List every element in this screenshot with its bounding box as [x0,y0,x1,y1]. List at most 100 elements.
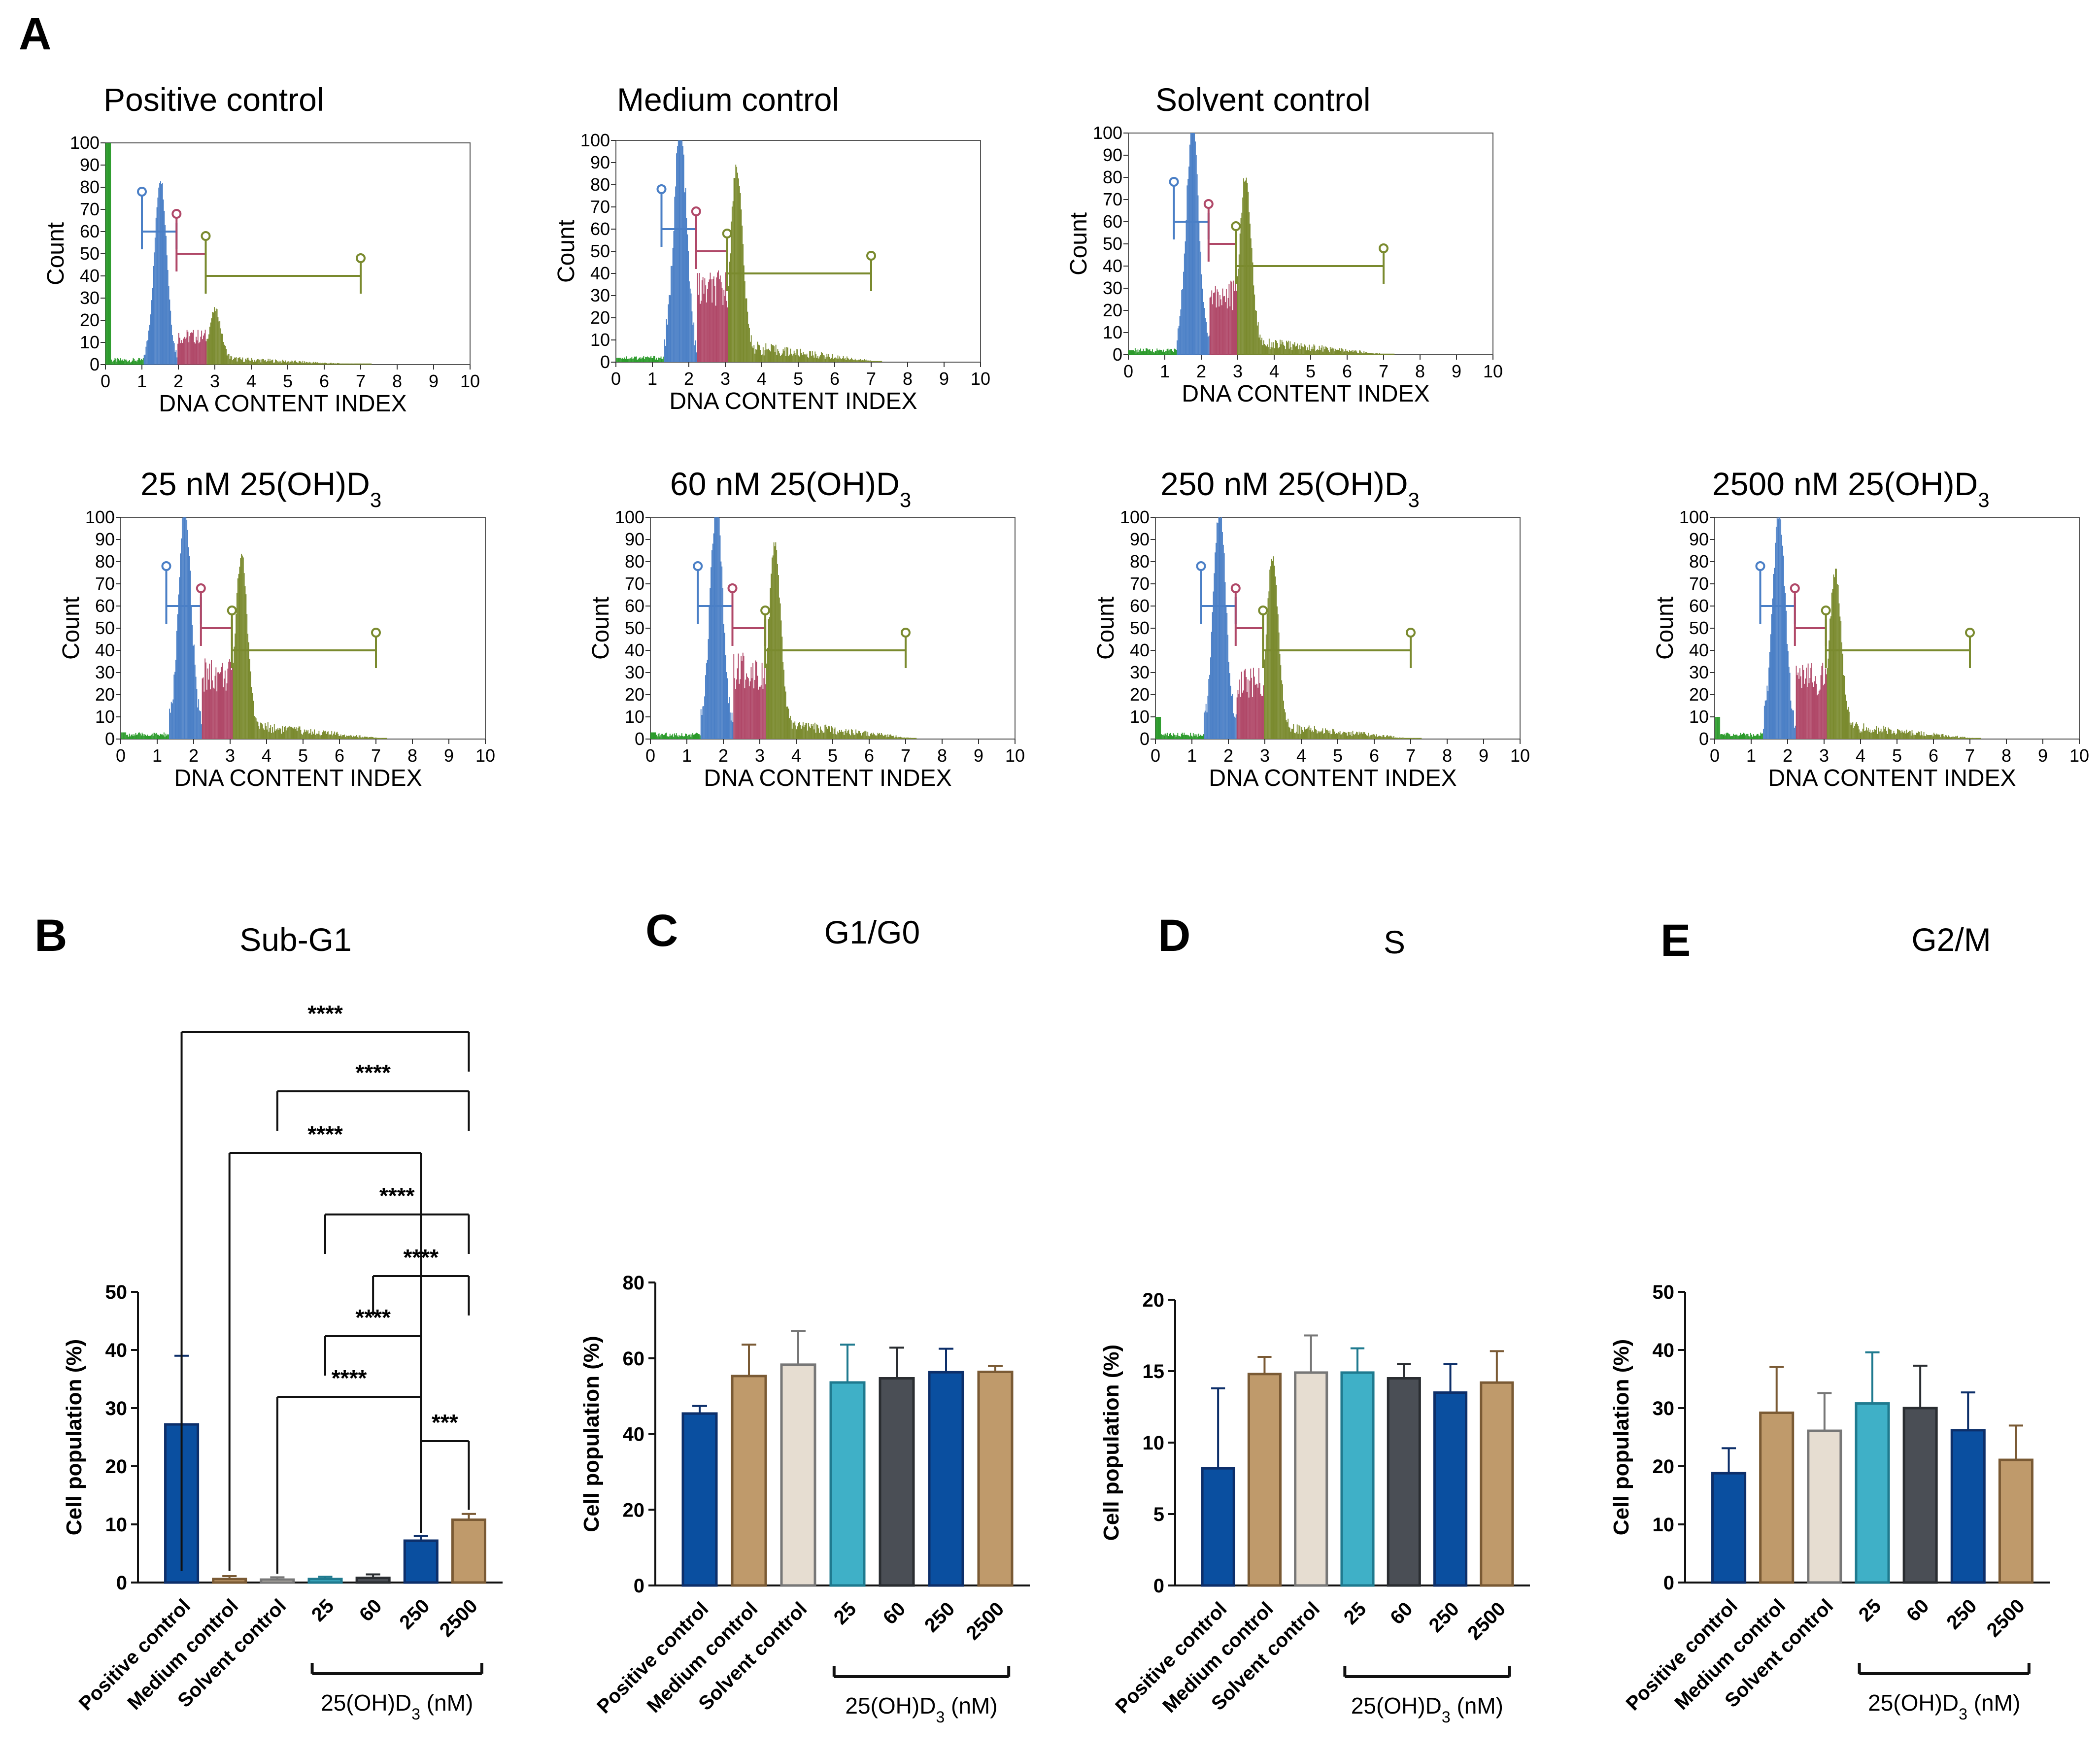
histogram-bar [1755,736,1756,739]
histogram-bar [713,533,714,739]
histogram-bar [1349,732,1350,739]
histogram-bar [797,349,798,362]
histogram-bar [1947,737,1948,739]
histogram-bar [133,734,135,739]
histogram-bar [1886,731,1887,739]
histogram-bar [317,733,319,739]
histogram-bar [837,355,839,362]
histogram-bar [1796,675,1798,739]
histogram-bar [1261,696,1262,739]
histogram-bar [234,357,235,365]
histogram-bar [1959,738,1960,739]
histogram-bar [273,724,275,739]
histogram-bar [694,734,695,739]
histogram-bar [1206,712,1208,739]
histogram-bar [1240,697,1241,739]
histogram-bar [238,573,239,739]
histogram-bar [1344,732,1345,739]
histogram-bar [325,731,326,739]
y-tick-label: 20 [1689,684,1709,705]
histogram-bar [728,703,729,739]
histogram-bar [1161,735,1163,739]
x-tick-label: 2 [1196,361,1206,381]
histogram-bar [281,362,282,365]
histogram-bar [1192,733,1194,739]
histogram-bar [1810,668,1812,739]
histogram-bar [757,341,758,362]
histogram-bar [268,359,269,365]
bar-solvent-control [260,1578,295,1584]
histogram-bar [796,729,797,739]
histogram-bar [685,733,686,739]
histogram-bar [848,359,849,362]
histogram-bar [1183,271,1184,355]
histogram-bar [267,361,268,365]
histogram-bar [217,317,219,365]
histogram-bar [171,703,173,739]
histogram-bar [867,360,869,362]
histogram-bar [1191,736,1192,739]
histogram-bar [1874,729,1875,739]
x-tick-label: 1 [1746,745,1756,766]
histogram-bar [251,358,252,365]
histogram-bar [915,738,917,739]
histogram-bar [1960,737,1961,739]
histogram-bar [1970,738,1972,739]
histogram-bar [1842,653,1843,739]
histogram-bar [827,728,828,739]
histogram-bar [730,253,731,362]
gate-left-handle [161,561,171,571]
histogram-bar [1172,736,1173,739]
histogram-bar [1253,285,1254,355]
histogram-bar [729,712,731,739]
histogram-bar [334,363,336,365]
histogram-bar [682,146,683,362]
histogram-bar [835,358,837,362]
histogram-bar [1762,733,1763,739]
histogram-bar [1356,732,1358,739]
histogram-bar [671,735,673,739]
histogram-bar [240,558,241,739]
histogram-ylabel: Count [43,222,69,285]
histogram-bar [133,358,134,365]
histogram-bar [752,663,754,739]
histogram-bar [322,732,323,739]
histogram-bar [1158,350,1159,355]
histogram-bar [1217,523,1219,739]
y-axis-label: Cell population (%) [579,1336,604,1532]
histogram-bar [672,247,674,362]
histogram-bar [364,363,366,365]
y-tick-label: 80 [80,177,100,197]
histogram-bar [1308,350,1309,355]
histogram-bar [1268,347,1269,355]
histogram-bar [802,722,804,739]
histogram-bar [1920,735,1921,739]
histogram-bar [1922,736,1924,739]
histogram-bar [784,347,786,362]
histogram-bar [1161,734,1162,739]
histogram-bar [616,358,617,362]
histogram-bar [292,361,294,365]
histogram-bar [1150,350,1152,355]
histogram-bar [1806,687,1808,739]
histogram-bar [667,324,668,362]
histogram-bar [1236,697,1238,739]
histogram-bar [646,357,647,362]
histogram-bar [915,738,916,739]
histogram-bar [810,351,811,362]
histogram-bar [305,730,307,739]
histogram-bar [1238,694,1240,739]
y-tick-label: 40 [590,263,610,283]
histogram-bar [697,733,698,739]
bar-solvent-control [780,1363,816,1587]
histogram-bar [1417,738,1418,739]
histogram-bar [339,363,341,365]
histogram-bar [1353,734,1355,739]
histogram-bar [183,517,185,739]
y-tick-label: 60 [625,596,644,616]
bar-medium-control [731,1375,767,1587]
histogram-bar [630,358,632,362]
histogram-bar [774,346,775,362]
bar-250 [1950,1429,1986,1584]
histogram-bar [1909,731,1910,739]
